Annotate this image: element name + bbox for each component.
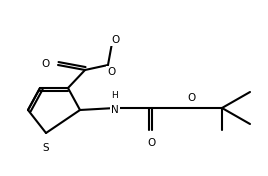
Text: S: S [43, 143, 49, 153]
Text: O: O [42, 59, 50, 69]
Text: O: O [188, 93, 196, 103]
Text: N: N [111, 105, 119, 115]
Text: O: O [107, 67, 115, 77]
Text: H: H [112, 92, 118, 100]
Text: O: O [148, 138, 156, 148]
Text: O: O [111, 35, 119, 45]
